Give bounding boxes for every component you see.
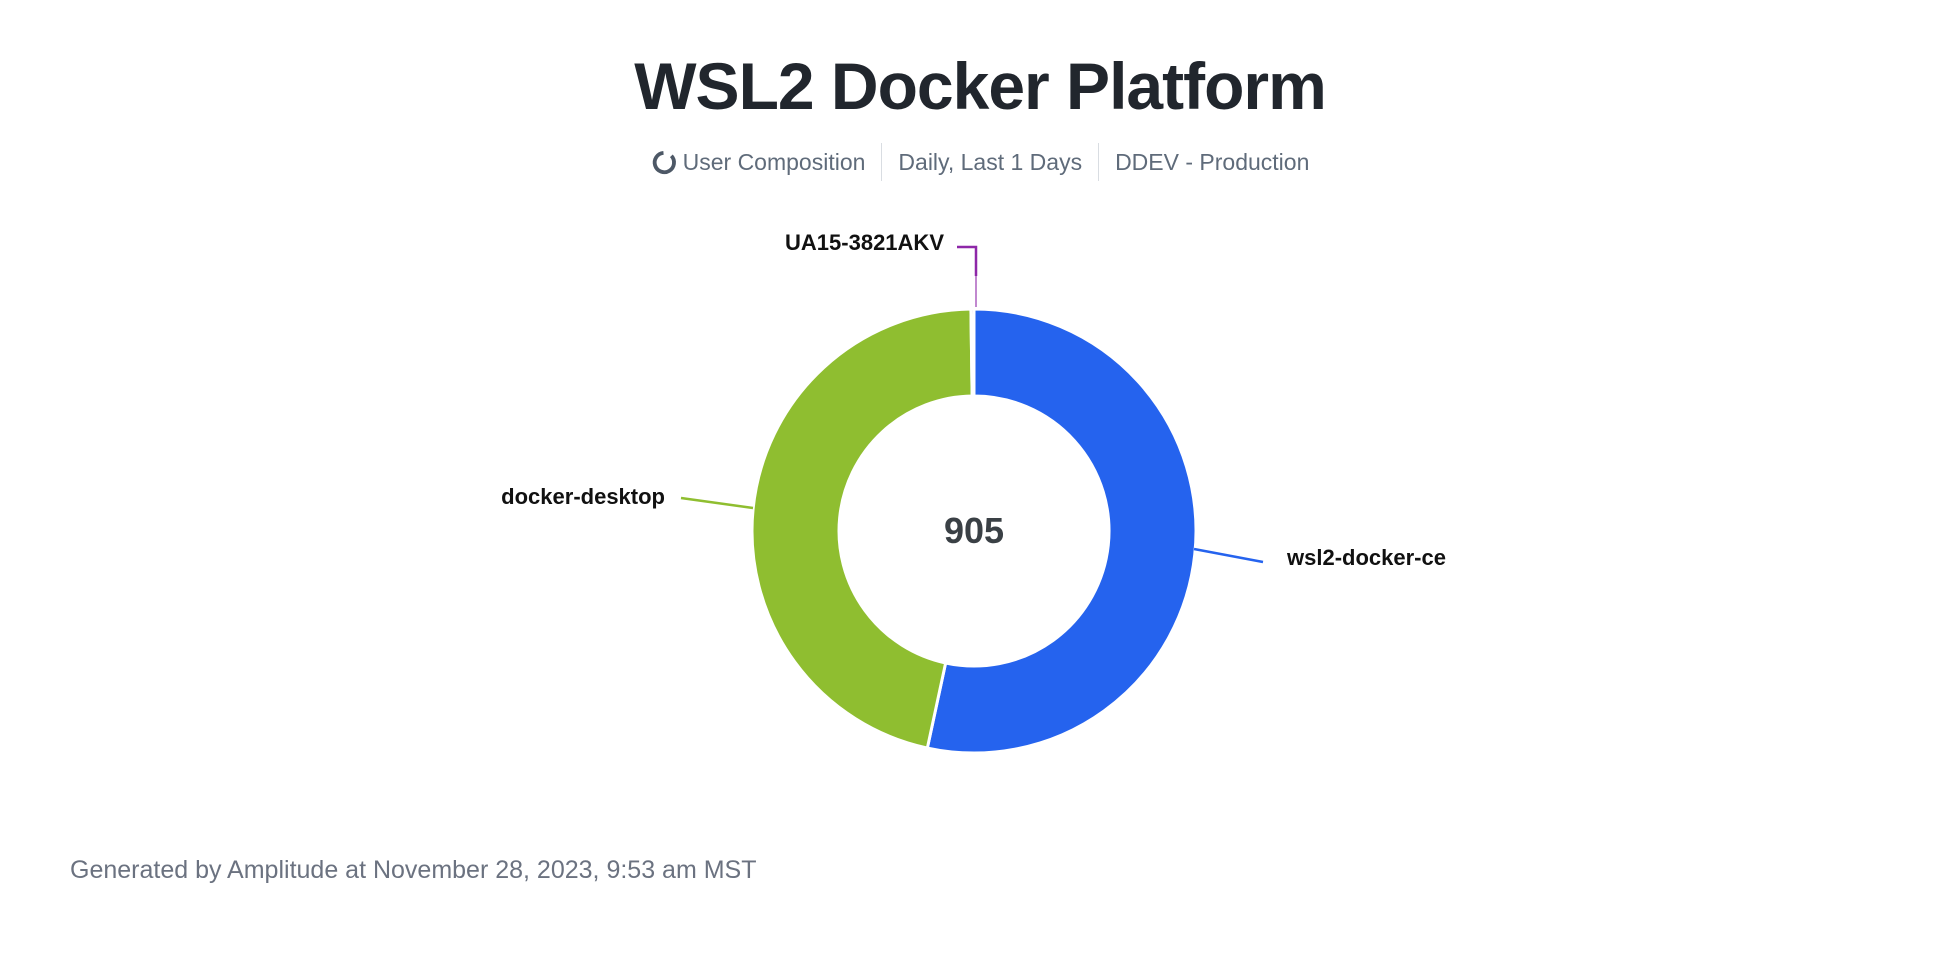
- donut-segment-docker-desktop[interactable]: [750, 307, 974, 750]
- slice-label-docker-desktop: docker-desktop: [501, 484, 665, 509]
- leader-lines: [680, 245, 1264, 564]
- donut-segment-UA15-3821AKV[interactable]: [969, 307, 976, 398]
- leader-line-docker-desktop: [680, 496, 754, 510]
- chart-title: WSL2 Docker Platform: [634, 49, 1327, 123]
- project-label: DDEV - Production: [1115, 148, 1310, 175]
- donut-segment-wsl2-docker-ce[interactable]: [925, 307, 1198, 755]
- slice-label-wsl2-docker-ce: wsl2-docker-ce: [1287, 545, 1446, 570]
- leader-line-wsl2-docker-ce: [1193, 547, 1264, 564]
- leader-line-UA15-3821AKV: [957, 245, 978, 276]
- metric-item: User Composition: [651, 148, 866, 176]
- subtitle-divider: [881, 143, 883, 181]
- donut-segments: [750, 307, 1198, 755]
- total-value: 905: [943, 510, 1005, 551]
- chart-subtitle-row: User Composition Daily, Last 1 Days DDEV…: [0, 143, 1960, 181]
- generated-footer: Generated by Amplitude at November 28, 2…: [70, 856, 757, 884]
- date-range-label: Daily, Last 1 Days: [898, 148, 1083, 175]
- donut-chart-icon: [652, 150, 676, 174]
- metric-label: User Composition: [682, 148, 866, 175]
- subtitle-divider: [1098, 143, 1100, 181]
- slice-label-UA15-3821AKV: UA15-3821AKV: [785, 230, 944, 255]
